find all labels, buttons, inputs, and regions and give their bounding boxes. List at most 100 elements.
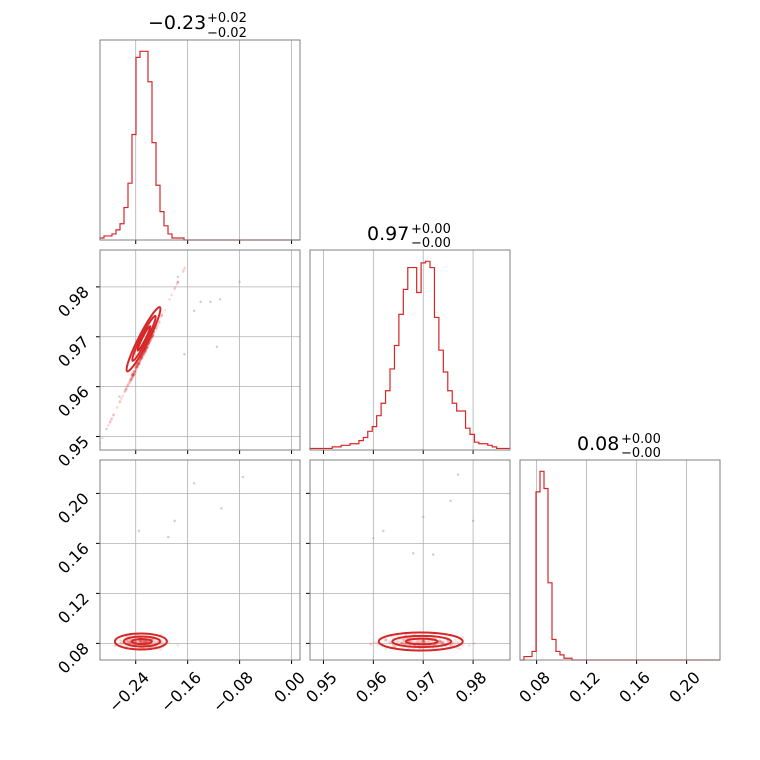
- sample-point: [132, 372, 136, 376]
- sample-point: [134, 367, 138, 370]
- sample-point: [123, 390, 126, 394]
- sample-point: [423, 639, 426, 643]
- y-tick-label: 0.97: [54, 332, 93, 371]
- x-tick-label: −0.24: [105, 668, 153, 716]
- outlier-point: [192, 482, 196, 485]
- sample-point: [135, 364, 139, 368]
- sample-point: [422, 639, 425, 643]
- x-tick-label: −0.08: [209, 668, 257, 716]
- sample-point: [391, 643, 395, 647]
- sample-point: [135, 365, 139, 368]
- sample-point: [138, 359, 141, 363]
- outlier-point: [166, 535, 170, 539]
- sample-point: [131, 375, 135, 378]
- sample-point: [146, 639, 149, 643]
- sample-point: [138, 360, 142, 363]
- sample-point: [396, 634, 400, 638]
- contour-outer: [125, 306, 162, 373]
- sample-point: [132, 372, 135, 375]
- sample-point: [153, 641, 157, 644]
- sample-point: [139, 357, 142, 361]
- sample-point: [140, 640, 144, 644]
- sample-point: [441, 641, 445, 645]
- sample-point: [141, 357, 145, 360]
- outlier-point: [412, 552, 415, 555]
- sample-point: [136, 362, 140, 365]
- sample-point: [139, 358, 142, 362]
- sample-point: [128, 380, 132, 383]
- sample-point: [160, 313, 164, 317]
- sample-point: [130, 375, 134, 379]
- sample-point: [135, 365, 138, 369]
- x-tick-label: 0.97: [402, 668, 441, 707]
- sample-point: [126, 384, 129, 388]
- sample-point: [138, 640, 142, 643]
- sample-point: [112, 414, 115, 417]
- sample-point: [145, 346, 149, 350]
- title-param-1: 0.97 +0.00 −0.00: [367, 222, 451, 251]
- panel-1-1: [309, 249, 511, 454]
- sample-point: [384, 647, 388, 651]
- sample-point: [130, 378, 133, 381]
- sample-point: [427, 640, 431, 643]
- sample-point: [136, 362, 140, 366]
- sample-point: [133, 370, 136, 373]
- sample-point: [131, 374, 135, 378]
- sample-point: [131, 373, 135, 377]
- sample-point: [155, 327, 159, 331]
- sample-point: [119, 641, 123, 645]
- sample-point: [157, 320, 161, 324]
- outlier-point: [183, 353, 186, 356]
- x-tick-label: −0.16: [157, 668, 205, 716]
- sample-point: [119, 639, 123, 643]
- sample-point: [137, 361, 141, 365]
- sample-point: [134, 365, 138, 369]
- sample-point: [143, 350, 147, 354]
- panels: −0.24 −0.16 −0.08 0.000.95 0.96 0.97 0.98 0.08 0…: [54, 39, 721, 716]
- sample-point: [136, 362, 140, 366]
- outlier-point: [372, 537, 375, 540]
- sample-point: [138, 639, 142, 643]
- sample-point: [124, 389, 128, 392]
- sample-point: [446, 639, 449, 643]
- sample-point: [138, 359, 142, 363]
- outlier-point: [137, 529, 141, 533]
- sample-point: [440, 641, 444, 645]
- sample-point: [129, 377, 133, 381]
- sample-point: [414, 640, 418, 644]
- sample-point: [135, 365, 139, 369]
- sample-point: [130, 374, 134, 377]
- sample-point: [453, 638, 457, 642]
- outlier-point: [422, 515, 425, 519]
- sample-point: [426, 639, 430, 643]
- title-plus: +0.00: [621, 432, 661, 447]
- sample-point: [183, 266, 187, 270]
- sample-point: [109, 418, 113, 421]
- sample-point: [130, 372, 134, 376]
- x-tick-label: 0.00: [270, 668, 309, 707]
- sample-point: [401, 639, 405, 643]
- sample-point: [401, 641, 404, 645]
- sample-point: [124, 386, 128, 390]
- outlier-point: [176, 275, 180, 279]
- x-tick-label: 0.98: [452, 668, 491, 707]
- sample-point: [388, 641, 392, 645]
- sample-point: [142, 353, 146, 357]
- sample-point: [143, 350, 147, 353]
- sample-point: [420, 640, 423, 644]
- sample-point: [175, 282, 179, 286]
- sample-point: [439, 640, 443, 644]
- sample-point: [176, 280, 180, 284]
- sample-point: [135, 363, 139, 366]
- contour-mid: [122, 635, 162, 648]
- sample-point: [155, 640, 158, 644]
- x-tick-label: 0.95: [302, 668, 341, 707]
- sample-point: [115, 406, 119, 409]
- sample-point: [173, 287, 176, 291]
- sample-point: [143, 349, 147, 353]
- sample-point: [130, 373, 134, 377]
- outlier-point: [118, 395, 121, 398]
- sample-point: [176, 280, 180, 284]
- sample-point: [124, 388, 127, 392]
- sample-point: [176, 643, 180, 647]
